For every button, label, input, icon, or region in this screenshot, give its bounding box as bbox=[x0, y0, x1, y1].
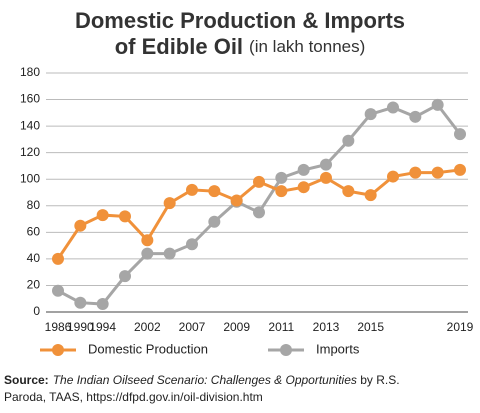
point bbox=[208, 215, 221, 228]
point bbox=[297, 181, 310, 194]
y-tick-label: 40 bbox=[27, 251, 41, 265]
point bbox=[454, 163, 466, 176]
point bbox=[96, 298, 109, 311]
point bbox=[74, 296, 87, 309]
point bbox=[52, 284, 64, 297]
y-tick-label: 120 bbox=[20, 145, 40, 159]
point bbox=[230, 194, 243, 207]
point bbox=[387, 170, 399, 183]
point bbox=[454, 128, 466, 141]
legend-marker bbox=[280, 344, 292, 356]
x-tick-label: 2007 bbox=[179, 320, 206, 334]
chart-title-line2: of Edible Oil (in lakh tonnes) bbox=[115, 34, 366, 59]
point bbox=[163, 247, 176, 260]
y-tick-label: 20 bbox=[27, 278, 41, 292]
title-main: of Edible Oil bbox=[115, 34, 243, 59]
x-tick-label: 2002 bbox=[134, 320, 161, 334]
point bbox=[320, 171, 332, 184]
point bbox=[387, 101, 399, 114]
point bbox=[275, 185, 288, 198]
x-tick-label: 2009 bbox=[223, 320, 250, 334]
point bbox=[163, 197, 176, 210]
x-tick-label: 1994 bbox=[89, 320, 116, 334]
y-tick-label: 0 bbox=[33, 304, 40, 318]
point bbox=[119, 210, 131, 223]
point bbox=[320, 158, 332, 171]
point bbox=[297, 163, 310, 176]
x-tick-label: 2013 bbox=[313, 320, 340, 334]
source-line2: Paroda, TAAS, https://dfpd.gov.in/oil-di… bbox=[4, 390, 263, 404]
point bbox=[96, 209, 109, 222]
title-unit: (in lakh tonnes) bbox=[249, 37, 365, 56]
legend-label: Domestic Production bbox=[88, 341, 208, 356]
point bbox=[253, 175, 265, 188]
point bbox=[208, 185, 221, 198]
series-line bbox=[57, 102, 462, 306]
y-tick-label: 140 bbox=[20, 118, 40, 132]
point bbox=[364, 189, 377, 202]
point bbox=[186, 238, 198, 251]
source-title: The Indian Oilseed Scenario: Challenges … bbox=[53, 373, 357, 387]
source: Source: The Indian Oilseed Scenario: Chal… bbox=[4, 373, 400, 387]
x-tick-label: 2011 bbox=[268, 320, 294, 334]
legend-marker bbox=[52, 344, 64, 356]
point bbox=[119, 270, 131, 283]
x-tick-label: 1986 bbox=[45, 320, 72, 334]
y-tick-label: 180 bbox=[20, 65, 40, 79]
source-label: Source: bbox=[4, 373, 49, 387]
y-tick-label: 60 bbox=[27, 225, 41, 239]
x-tick-label: 1990 bbox=[67, 320, 94, 334]
point bbox=[342, 134, 355, 147]
chart-title: Domestic Production & Imports bbox=[75, 8, 405, 33]
point bbox=[141, 247, 154, 260]
point bbox=[253, 206, 265, 219]
x-tick-label: 2015 bbox=[357, 320, 384, 334]
legend-label: Imports bbox=[316, 341, 360, 356]
point bbox=[409, 166, 422, 179]
y-tick-label: 100 bbox=[20, 171, 40, 185]
point bbox=[141, 234, 154, 247]
x-tick-label: 2019 bbox=[447, 320, 474, 334]
source-rest: by R.S. bbox=[357, 373, 400, 387]
point bbox=[342, 185, 355, 198]
y-tick-label: 80 bbox=[27, 198, 41, 212]
point bbox=[409, 110, 422, 123]
point bbox=[431, 98, 444, 111]
point bbox=[74, 219, 87, 232]
point bbox=[275, 171, 288, 184]
point bbox=[52, 252, 64, 265]
point bbox=[431, 166, 444, 179]
y-tick-label: 160 bbox=[20, 92, 40, 106]
point bbox=[186, 183, 198, 196]
point bbox=[364, 108, 377, 121]
